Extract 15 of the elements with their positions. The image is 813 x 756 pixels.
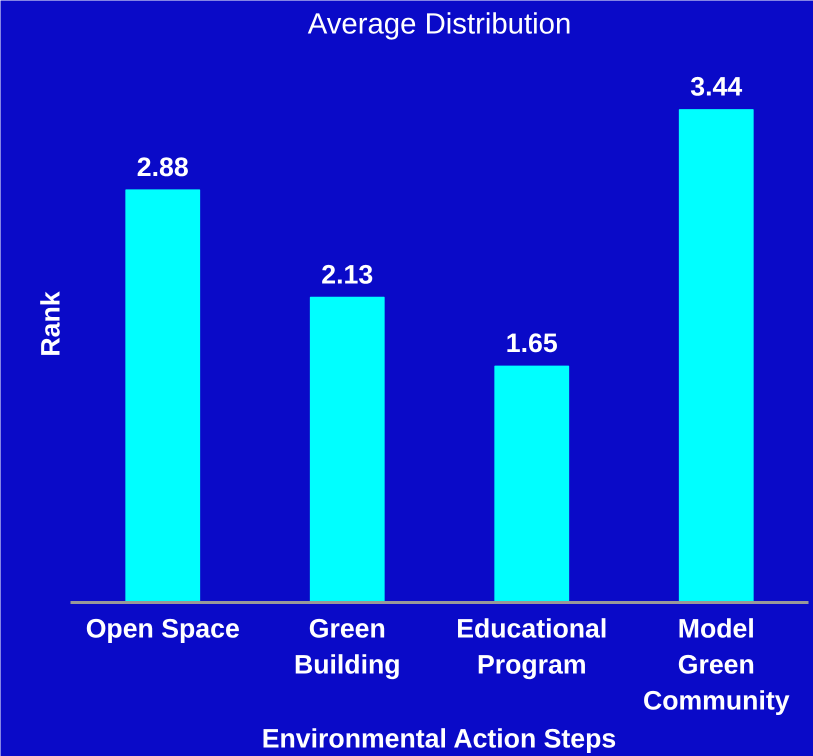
x-tick-label: Model Green Community — [642, 614, 790, 716]
chart-title: Average Distribution — [308, 8, 572, 40]
x-tick-label: Green Building — [294, 614, 401, 680]
data-label: 1.65 — [506, 328, 558, 358]
bar — [125, 189, 200, 602]
data-label: 3.44 — [690, 72, 742, 102]
data-label: 2.88 — [136, 152, 189, 182]
data-label: 2.13 — [321, 259, 374, 290]
x-axis-title: Environmental Action Steps — [262, 724, 616, 754]
x-tick-label: Open Space — [86, 614, 240, 644]
bar — [494, 366, 570, 602]
x-tick-label: Educational Program — [456, 614, 608, 680]
bar — [310, 296, 385, 602]
y-axis-title: Rank — [36, 291, 66, 357]
bar — [678, 109, 754, 602]
